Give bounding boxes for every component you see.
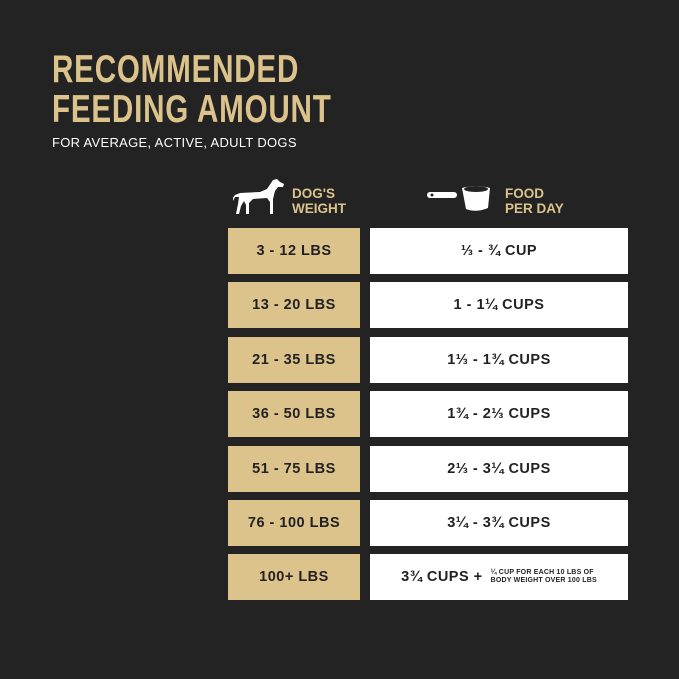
weight-cell: 3 - 12 LBS (228, 228, 360, 274)
table-row: 21 - 35 LBS 1⅓ - 1¾ CUPS (228, 337, 628, 383)
measuring-cup-icon (427, 186, 490, 211)
food-header-line-2: PER DAY (505, 201, 564, 216)
weight-cell: 100+ LBS (228, 554, 360, 600)
food-cell: 1¾ - 2⅓ CUPS (370, 391, 628, 437)
table-row: 100+ LBS 3¾ CUPS + ¼ CUP FOR EACH 10 LBS… (228, 554, 628, 600)
weight-header-line-1: DOG'S (292, 186, 335, 201)
weight-cell: 76 - 100 LBS (228, 500, 360, 546)
table-row: 36 - 50 LBS 1¾ - 2⅓ CUPS (228, 391, 628, 437)
food-header: FOOD PER DAY (505, 186, 564, 216)
table-row: 51 - 75 LBS 2⅓ - 3¼ CUPS (228, 446, 628, 492)
food-cell: 2⅓ - 3¼ CUPS (370, 446, 628, 492)
food-cell: 3¼ - 3¾ CUPS (370, 500, 628, 546)
weight-header: DOG'S WEIGHT (292, 186, 346, 216)
table-row: 76 - 100 LBS 3¼ - 3¾ CUPS (228, 500, 628, 546)
food-note-line-1: ¼ CUP FOR EACH 10 LBS OF (490, 569, 594, 576)
food-note-line-2: BODY WEIGHT OVER 100 LBS (490, 577, 597, 584)
food-cell: 1⅓ - 1¾ CUPS (370, 337, 628, 383)
table-row: 3 - 12 LBS ⅓ - ¾ CUP (228, 228, 628, 274)
food-note: ¼ CUP FOR EACH 10 LBS OF BODY WEIGHT OVE… (491, 569, 597, 585)
title-line-1: RECOMMENDED (52, 48, 300, 91)
table-row: 13 - 20 LBS 1 - 1¼ CUPS (228, 282, 628, 328)
food-header-line-1: FOOD (505, 186, 544, 201)
food-cell: 1 - 1¼ CUPS (370, 282, 628, 328)
weight-cell: 51 - 75 LBS (228, 446, 360, 492)
weight-header-line-2: WEIGHT (292, 201, 346, 216)
title-line-2: FEEDING AMOUNT (52, 88, 332, 131)
food-amount: 3¾ CUPS + (401, 569, 483, 585)
food-cell: 3¾ CUPS + ¼ CUP FOR EACH 10 LBS OF BODY … (370, 554, 628, 600)
food-cell: ⅓ - ¾ CUP (370, 228, 628, 274)
subtitle: FOR AVERAGE, ACTIVE, ADULT DOGS (52, 135, 297, 150)
weight-cell: 21 - 35 LBS (228, 337, 360, 383)
weight-cell: 13 - 20 LBS (228, 282, 360, 328)
dog-icon (233, 179, 284, 214)
weight-cell: 36 - 50 LBS (228, 391, 360, 437)
